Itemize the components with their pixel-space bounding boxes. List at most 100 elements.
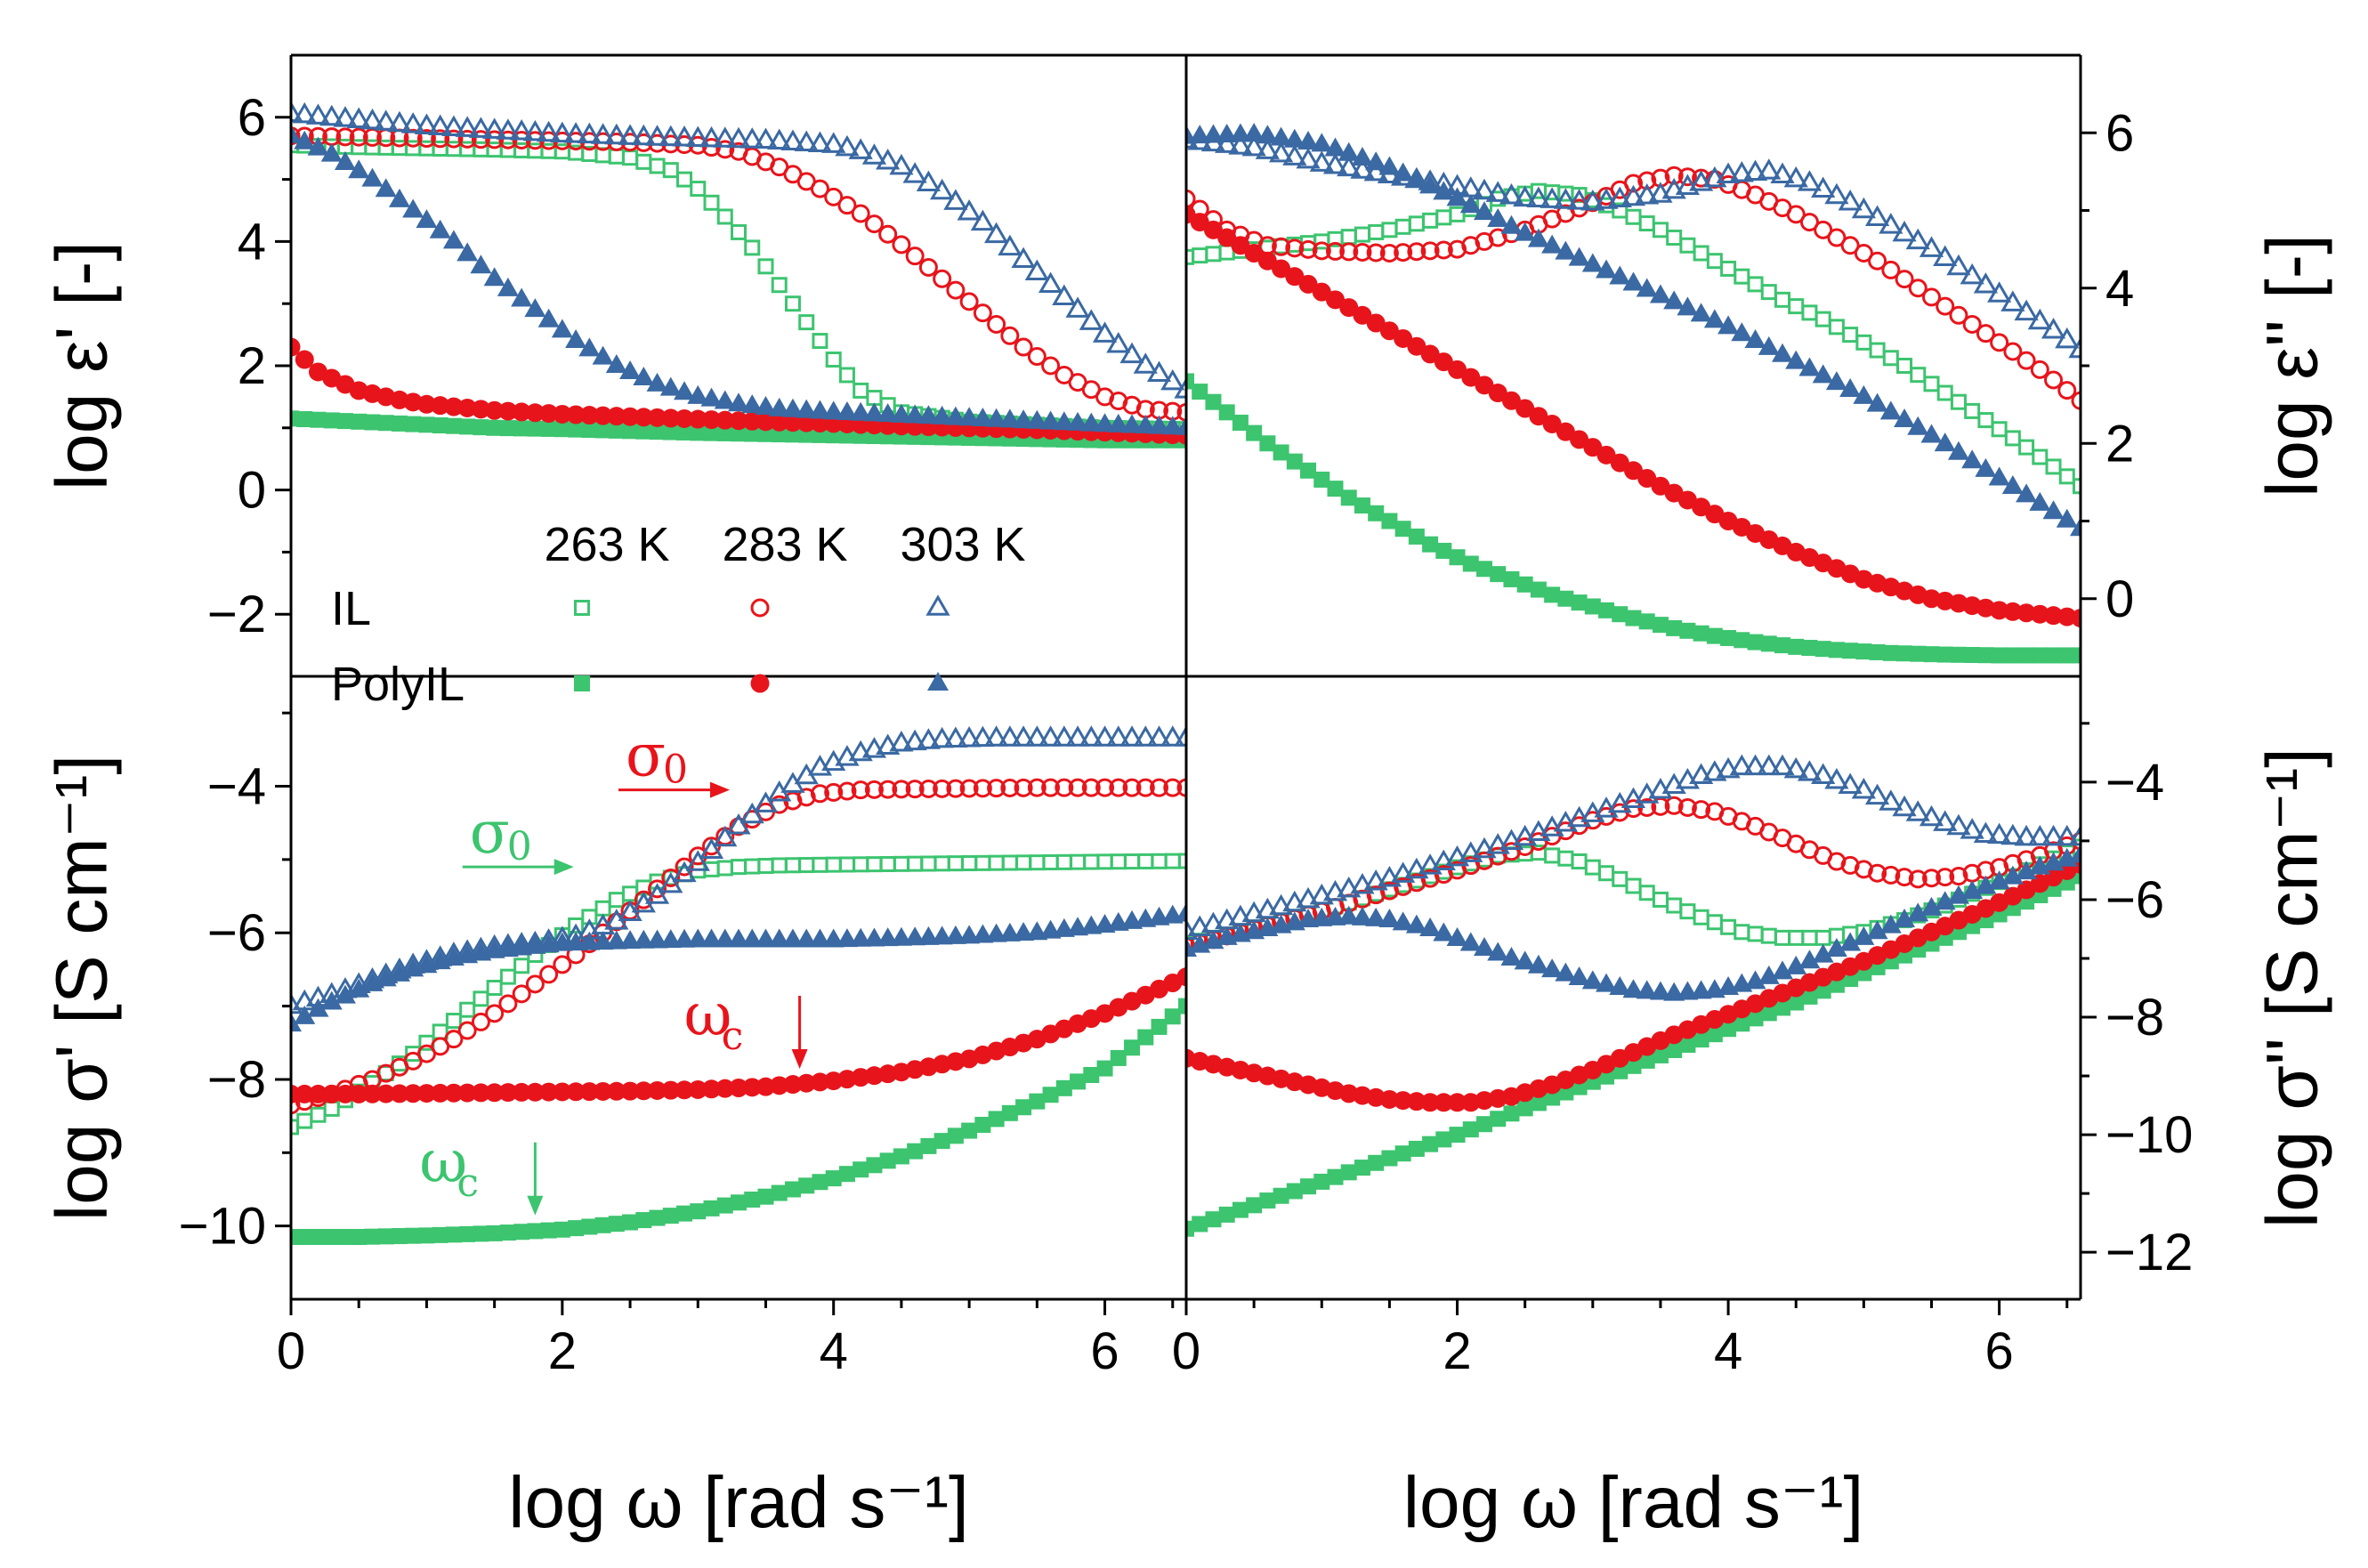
- data-point: [1625, 610, 1642, 626]
- data-point: [741, 394, 764, 414]
- data-point: [405, 416, 422, 432]
- data-point: [525, 1082, 545, 1102]
- data-point: [1689, 763, 1714, 784]
- data-point: [1934, 891, 1956, 910]
- data-point: [2055, 327, 2080, 349]
- data-point: [781, 398, 804, 417]
- data-point: [1339, 298, 1359, 318]
- data-point: [1652, 891, 1669, 908]
- data-point: [320, 990, 343, 1010]
- data-point: [715, 140, 735, 159]
- data-point: [2001, 865, 2024, 885]
- series-polyil-303-k: [1186, 122, 2081, 537]
- data-point: [1840, 236, 1860, 255]
- data-point: [1570, 430, 1589, 449]
- data-point: [499, 420, 516, 437]
- data-point: [486, 1224, 503, 1241]
- data-point: [1747, 634, 1764, 651]
- data-point: [1774, 929, 1790, 946]
- data-point: [1838, 190, 1863, 211]
- data-point: [933, 855, 950, 872]
- data-point: [1638, 885, 1655, 901]
- data-point: [1801, 929, 1818, 946]
- data-point: [459, 418, 476, 435]
- data-point: [1282, 144, 1307, 166]
- data-point: [1757, 754, 1782, 776]
- data-point: [807, 131, 833, 152]
- data-point: [1422, 1136, 1439, 1152]
- data-point: [513, 958, 530, 974]
- data-point: [744, 858, 761, 875]
- data-point: [391, 415, 408, 432]
- data-point: [2014, 824, 2039, 846]
- data-point: [364, 1228, 381, 1245]
- data-point: [400, 112, 425, 133]
- data-point: [1178, 853, 1186, 869]
- data-point: [1014, 778, 1033, 797]
- y-axis-title: log σ'' [S cm⁻¹]: [2252, 748, 2333, 1228]
- data-point: [1015, 1099, 1032, 1116]
- data-point: [310, 411, 327, 428]
- data-point: [1514, 950, 1536, 970]
- data-point: [432, 417, 449, 434]
- data-point: [1864, 783, 1890, 805]
- data-point: [1868, 251, 1887, 271]
- data-point: [728, 928, 749, 948]
- data-point: [579, 406, 599, 425]
- annotation-symbol: σ: [470, 798, 510, 867]
- data-point: [291, 337, 301, 357]
- data-point: [1122, 778, 1142, 797]
- data-point: [1666, 230, 1683, 247]
- data-point: [809, 928, 831, 948]
- data-point: [553, 404, 572, 424]
- data-point: [1286, 453, 1303, 470]
- data-point: [351, 413, 368, 430]
- data-point: [622, 150, 639, 166]
- data-point: [1297, 131, 1320, 150]
- data-point: [716, 860, 733, 877]
- data-point: [1652, 617, 1669, 634]
- data-point: [918, 779, 938, 798]
- eps_real-ticks: [275, 116, 291, 616]
- data-point: [889, 730, 914, 752]
- data-point: [2003, 602, 2023, 621]
- data-point: [1734, 632, 1750, 649]
- data-point: [2042, 500, 2065, 520]
- data-point: [1311, 133, 1333, 152]
- data-point: [429, 219, 451, 238]
- data-point: [1729, 161, 1754, 182]
- data-point: [1652, 222, 1669, 238]
- data-point: [1217, 228, 1237, 247]
- data-point: [2014, 299, 2039, 321]
- data-point: [753, 791, 779, 812]
- data-point: [1612, 606, 1629, 623]
- series-polyil-303-k: [1186, 844, 2081, 1001]
- y-tick-label: −10: [2105, 1106, 2193, 1164]
- data-point: [604, 123, 629, 145]
- data-point: [974, 1117, 991, 1133]
- data-point: [635, 1212, 652, 1229]
- data-point: [1895, 270, 1914, 289]
- data-point: [1422, 536, 1439, 553]
- data-point: [889, 153, 914, 175]
- data-point: [676, 424, 693, 440]
- data-point: [1055, 853, 1072, 870]
- data-point: [2027, 824, 2052, 846]
- data-point: [1706, 627, 1723, 644]
- data-point: [1706, 1026, 1723, 1043]
- data-point: [457, 242, 479, 262]
- data-point: [485, 130, 505, 150]
- data-point: [1825, 371, 1847, 391]
- data-point: [1255, 138, 1280, 159]
- data-point: [905, 247, 925, 266]
- data-point: [731, 859, 747, 876]
- data-point: [498, 1083, 518, 1103]
- data-point: [633, 366, 655, 385]
- data-point: [1313, 1173, 1330, 1190]
- data-point: [1933, 810, 1958, 831]
- data-point: [1797, 760, 1822, 781]
- arrow-head: [554, 859, 574, 876]
- data-point: [1864, 205, 1890, 226]
- series-polyil-283-k: [291, 967, 1186, 1103]
- data-point: [310, 1229, 327, 1245]
